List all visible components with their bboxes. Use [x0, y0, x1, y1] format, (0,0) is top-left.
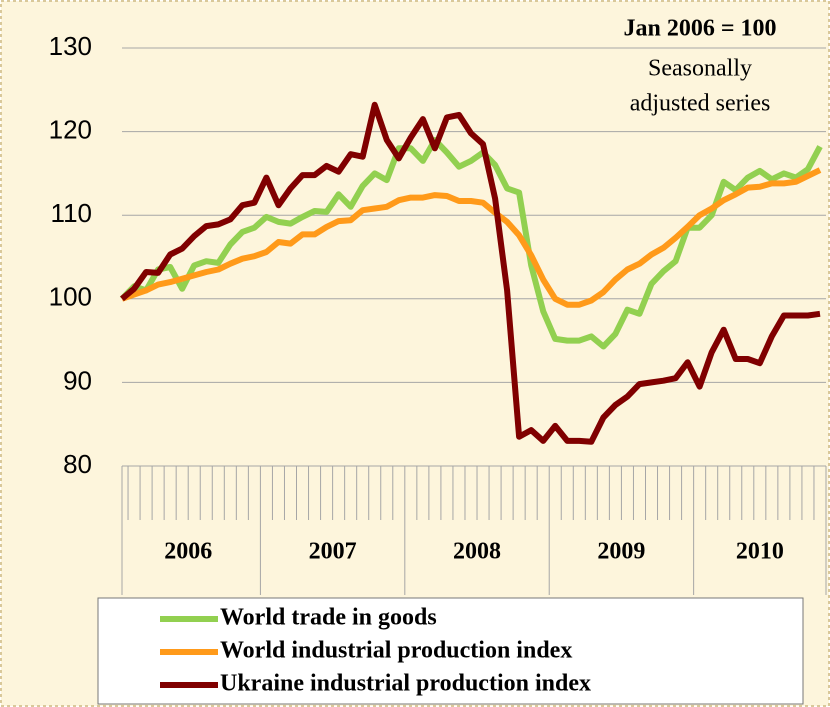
series-line [119, 137, 823, 350]
annotation-line: Seasonally [648, 56, 752, 82]
annotation-title: Jan 2006 = 100 [623, 16, 776, 42]
y-tick-label: 100 [49, 282, 92, 312]
x-year-label: 2008 [453, 539, 501, 565]
y-tick-label: 120 [49, 114, 92, 144]
y-tick-label: 130 [49, 31, 92, 61]
legend-label: World trade in goods [220, 605, 437, 631]
x-year-label: 2006 [164, 539, 212, 565]
y-tick-label: 90 [63, 365, 92, 395]
legend-label: Ukraine industrial production index [220, 671, 591, 697]
series-line [121, 167, 822, 308]
annotation-line: adjusted series [630, 91, 771, 117]
y-tick-label: 80 [63, 449, 92, 479]
x-year-label: 2010 [736, 539, 784, 565]
x-year-label: 2009 [597, 539, 645, 565]
legend-label: World industrial production index [220, 638, 572, 664]
series-line [120, 101, 821, 445]
x-year-label: 2007 [309, 539, 357, 565]
y-tick-label: 110 [51, 198, 92, 228]
